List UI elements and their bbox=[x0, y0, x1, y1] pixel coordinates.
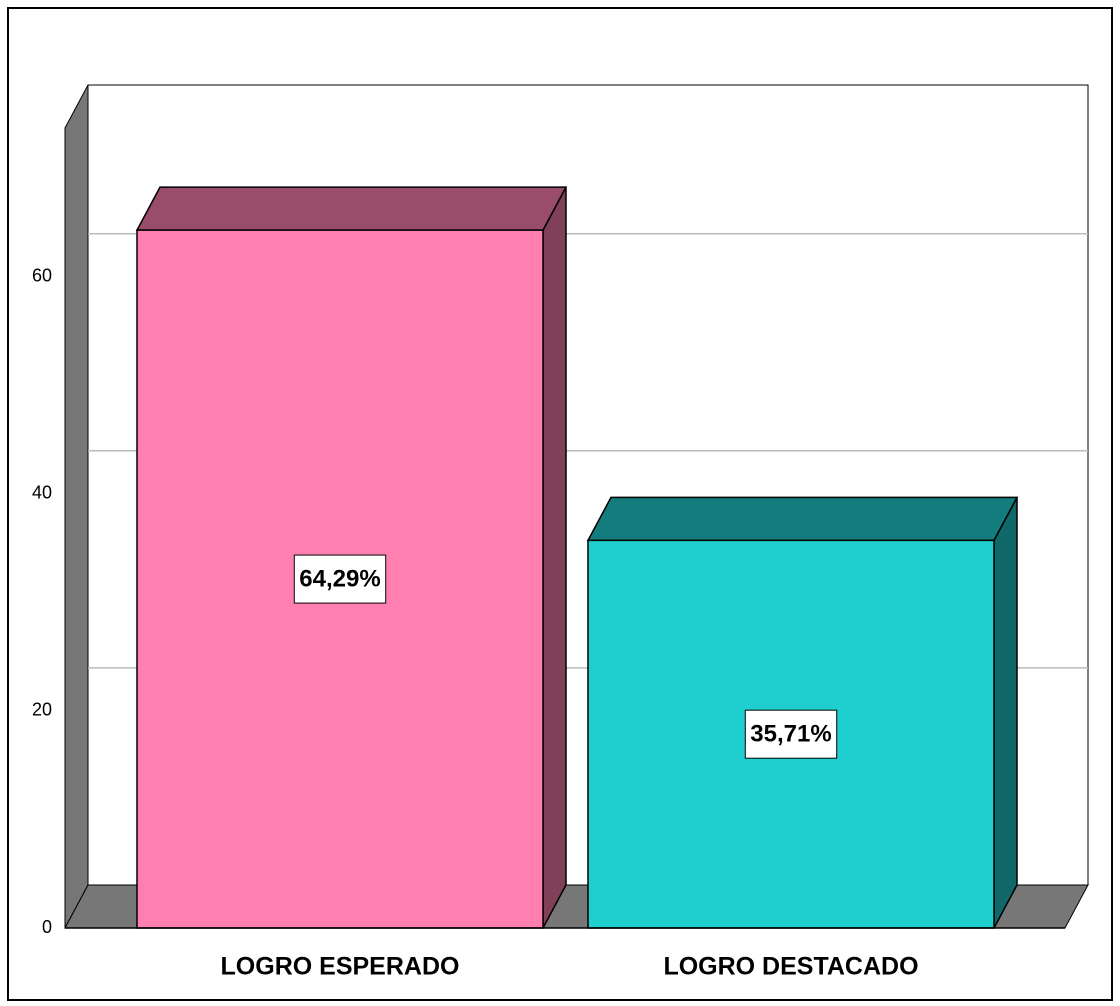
bar-side bbox=[993, 497, 1018, 929]
bar-top bbox=[135, 186, 568, 231]
y-tick-label: 40 bbox=[32, 483, 52, 503]
x-tick-label: LOGRO ESPERADO bbox=[221, 953, 460, 981]
bar-side bbox=[542, 186, 567, 929]
y-tick-label: 0 bbox=[42, 917, 52, 937]
bar-top bbox=[586, 496, 1019, 542]
y-tick-label: 20 bbox=[32, 700, 52, 720]
x-tick-label: LOGRO DESTACADO bbox=[663, 953, 918, 981]
value-label-box bbox=[744, 709, 838, 759]
value-label-box bbox=[293, 554, 387, 604]
y-tick-label: 60 bbox=[32, 265, 52, 285]
value-label: 35,71% bbox=[750, 721, 831, 748]
left-wall bbox=[64, 84, 89, 929]
value-label: 64,29% bbox=[299, 565, 380, 592]
